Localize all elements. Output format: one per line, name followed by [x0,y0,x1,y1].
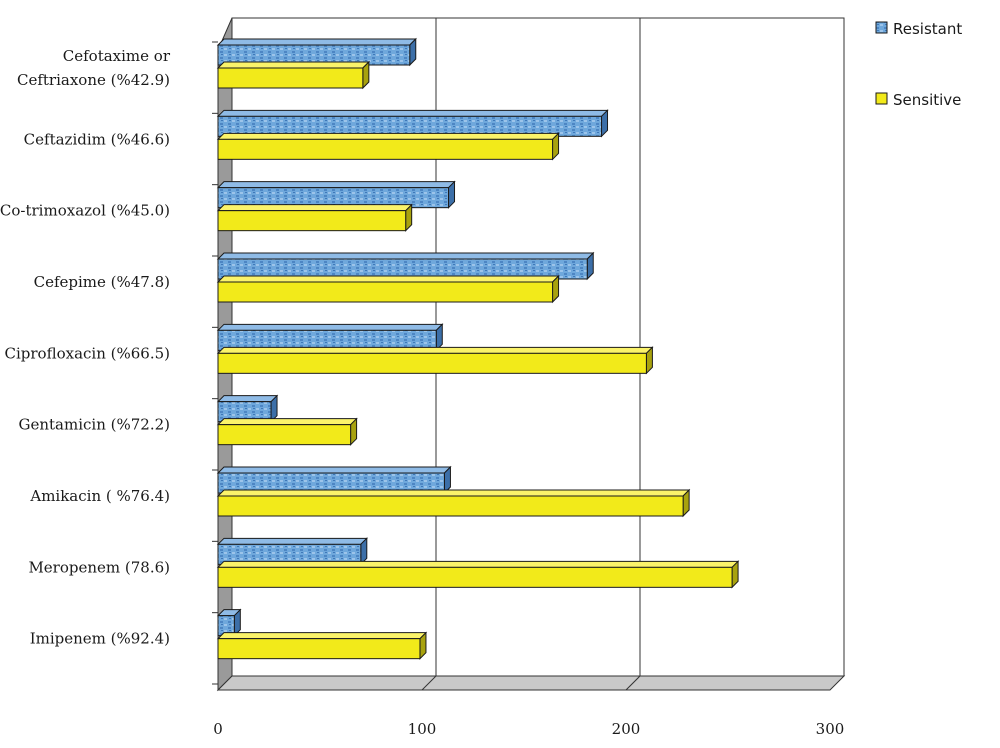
bar-top-face [216,252,595,260]
bar-top-face [216,181,456,189]
bar-sensitive [216,203,413,232]
bar-sensitive [216,132,560,161]
bar-top-face [216,346,654,354]
bar-resistant [216,251,595,281]
bar-top-face [216,395,279,403]
bar-top-face [216,418,358,426]
category-label: Gentamicin (%72.2) [19,416,171,434]
category-labels: Cefotaxime or Ceftriaxone (%42.9) Ceftazid… [0,47,171,648]
bar-top-face [216,109,609,117]
category-label: Ceftriaxone (%42.9) [17,71,170,89]
bar-front-face [217,638,421,660]
x-tick-label: 100 [408,720,437,738]
bar-top-face [216,204,413,212]
bar-sensitive [216,560,740,589]
bar-top-face [216,560,740,568]
legend-label-resistant: Resistant [893,20,962,38]
x-tick-label: 0 [213,720,223,738]
legend: Resistant Sensitive [875,20,962,109]
bar-resistant [216,608,242,637]
bar-top-face [216,489,691,497]
bar-top-face [216,38,417,46]
bar-sensitive [216,488,691,518]
bar-front-face [217,424,352,446]
legend-swatch-resistant [875,21,888,34]
category-label: Imipenem (%92.4) [30,630,170,648]
bar-sensitive [216,274,560,304]
bar-resistant [216,37,417,67]
bar-resistant [216,323,444,352]
bar-top-face [216,132,560,140]
bar-top-face [216,323,444,331]
category-label: Cefepime (%47.8) [34,273,170,291]
category-label: Cefotaxime or [63,47,171,65]
bar-top-face [216,61,371,69]
bar-front-face [217,495,684,517]
bar-top-face [216,537,369,545]
gridline-floor [421,675,437,691]
bar-sensitive [216,346,654,375]
category-label: Ceftazidim (%46.6) [24,130,170,148]
bar-sensitive [216,60,371,90]
bar-resistant [216,109,609,138]
legend-label-sensitive: Sensitive [893,91,961,109]
bar-sensitive [216,631,428,660]
bar-top-face [216,275,560,283]
category-label: Amikacin ( %76.4) [29,487,170,505]
floor [216,675,846,691]
bar-resistant [216,394,279,423]
bar-front-face [217,281,554,303]
bar-front-face [217,352,647,374]
category-label: Co-trimoxazol (%45.0) [0,202,170,220]
x-tick-label: 300 [816,720,845,738]
bar-resistant [216,465,452,495]
bar-top-face [216,466,452,474]
bar-front-face [217,210,407,232]
bar-top-face [216,632,428,640]
bar-resistant [216,180,456,209]
legend-swatch-sensitive [875,92,888,105]
gridline-floor [625,675,641,691]
x-tick-label: 200 [612,720,641,738]
bar-resistant [216,537,369,566]
bar-front-face [217,67,364,89]
bars-layer [216,37,740,660]
x-axis-ticks: 0 100 200 300 [213,720,844,738]
category-label: Meropenem (78.6) [28,558,170,576]
bar-front-face [217,566,733,588]
bar-sensitive [216,417,358,446]
category-label: Ciprofloxacin (%66.5) [5,344,171,362]
bar-front-face [217,138,554,160]
